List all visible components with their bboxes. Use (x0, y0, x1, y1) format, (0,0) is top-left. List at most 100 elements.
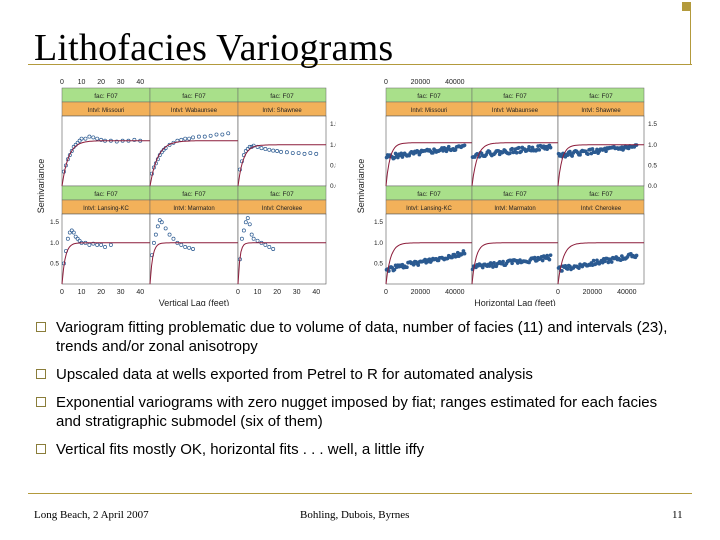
data-point (239, 236, 244, 241)
x-axis-label: Horizontal Lag (feet) (474, 298, 556, 306)
facies-strip-label: fac: F07 (417, 93, 441, 100)
data-point (196, 134, 201, 139)
data-point (548, 145, 553, 150)
data-point (560, 269, 564, 273)
data-point (183, 244, 188, 249)
bottom-tick-label: 20 (97, 289, 105, 296)
data-point (462, 143, 467, 148)
interval-strip-label: Intvl: Cherokee (581, 206, 622, 212)
data-point (167, 232, 172, 237)
data-point (591, 258, 596, 263)
data-point (171, 236, 176, 241)
y-axis-label: Semivariance (356, 159, 366, 214)
variogram-panel: fac: F07 Intvl: Lansing-KC (384, 185, 473, 285)
data-point (519, 149, 524, 154)
data-point (568, 149, 572, 154)
data-point (214, 132, 219, 137)
interval-strip-label: Intvl: Wabaunsee (492, 108, 539, 114)
left-tick-label: 1.0 (50, 240, 59, 247)
data-point (510, 146, 514, 151)
data-point (187, 136, 192, 141)
data-point (284, 150, 289, 155)
data-point (65, 236, 70, 241)
bottom-tick-label: 10 (78, 289, 86, 296)
data-point (243, 220, 248, 225)
bullet-square-icon (36, 444, 46, 454)
panel-frame (471, 213, 559, 285)
vertical-variogram-plot: 0 10 20 30 40 0 10 20 30 40 0 10 20 30 40 Vertical Lag … (36, 79, 336, 306)
data-point (151, 240, 156, 245)
model-fit-line (237, 144, 326, 187)
data-point (245, 216, 250, 221)
facies-strip-label: fac: F07 (94, 93, 118, 100)
top-tick-label: 0 (384, 79, 388, 86)
data-point (314, 151, 319, 156)
panel-frame (61, 213, 151, 285)
data-point (114, 139, 119, 144)
model-fit-line (149, 242, 238, 285)
data-point (548, 253, 553, 258)
left-tick-label: 1.0 (374, 240, 383, 247)
footer-rule (28, 493, 692, 494)
vertical-rule (690, 5, 691, 65)
bullet-text: Vertical fits mostly OK, horizontal fits… (56, 441, 425, 458)
data-point (547, 257, 552, 262)
data-point (492, 261, 496, 265)
model-fit-line (61, 140, 150, 187)
data-point (604, 149, 608, 154)
data-point (91, 135, 96, 140)
interval-strip-label: Intvl: Missouri (411, 108, 448, 114)
bottom-tick-label: 0 (236, 289, 240, 296)
slide-title: Lithofacies Variograms (34, 27, 394, 69)
data-point (462, 251, 467, 256)
data-point (75, 236, 80, 241)
data-point (508, 151, 512, 156)
data-point (308, 151, 313, 156)
variogram-panel: fac: F07 Intvl: Wabaunsee (149, 87, 239, 187)
data-point (487, 264, 492, 268)
data-point (99, 137, 104, 142)
right-tick-label: 0.0 (330, 183, 336, 190)
data-point (532, 255, 537, 260)
data-point (247, 222, 252, 227)
data-point (163, 226, 168, 231)
data-point (530, 145, 535, 150)
bullet-text: Upscaled data at wells exported from Pet… (56, 366, 533, 383)
data-point (570, 154, 574, 158)
interval-strip-label: Intvl: Marmaton (173, 206, 214, 212)
data-point (501, 259, 505, 264)
data-point (263, 146, 268, 151)
bottom-tick-label: 40000 (445, 289, 465, 296)
data-point (183, 136, 188, 141)
vertical-variogram-chart: 0 10 20 30 40 0 10 20 30 40 0 10 20 30 40 Vertical Lag … (36, 76, 336, 306)
data-point (267, 244, 272, 249)
data-point (446, 144, 451, 149)
bullet-square-icon (36, 322, 46, 332)
bullet-list: Variogram fitting problematic due to vol… (34, 318, 674, 468)
bottom-tick-label: 40 (136, 289, 144, 296)
interval-strip-label: Intvl: Lansing-KC (406, 206, 452, 212)
bottom-tick-label: 20000 (411, 289, 431, 296)
data-point (578, 152, 582, 157)
bottom-tick-label: 40000 (617, 289, 637, 296)
interval-strip-label: Intvl: Lansing-KC (83, 206, 129, 212)
data-point (290, 151, 295, 156)
interval-strip-label: Intvl: Cherokee (262, 206, 303, 212)
variogram-panel: fac: F07 Intvl: Marmaton (470, 185, 559, 285)
data-point (155, 224, 160, 229)
data-point (202, 134, 207, 139)
panel-frame (61, 115, 151, 187)
data-point (537, 147, 542, 152)
data-point (159, 220, 164, 225)
data-point (405, 265, 409, 270)
horizontal-variogram-plot: 0 20000 40000 0 20000 40000 0 20000 40000 Horizon… (356, 79, 657, 306)
slide-number: 11 (672, 509, 683, 521)
facies-strip-label: fac: F07 (182, 93, 206, 100)
bullet-square-icon (36, 397, 46, 407)
data-point (431, 150, 435, 155)
data-point (95, 136, 100, 141)
data-point (77, 238, 82, 243)
bottom-tick-label: 30 (293, 289, 301, 296)
bullet-item: Vertical fits mostly OK, horizontal fits… (34, 440, 674, 459)
corner-square (682, 2, 691, 11)
